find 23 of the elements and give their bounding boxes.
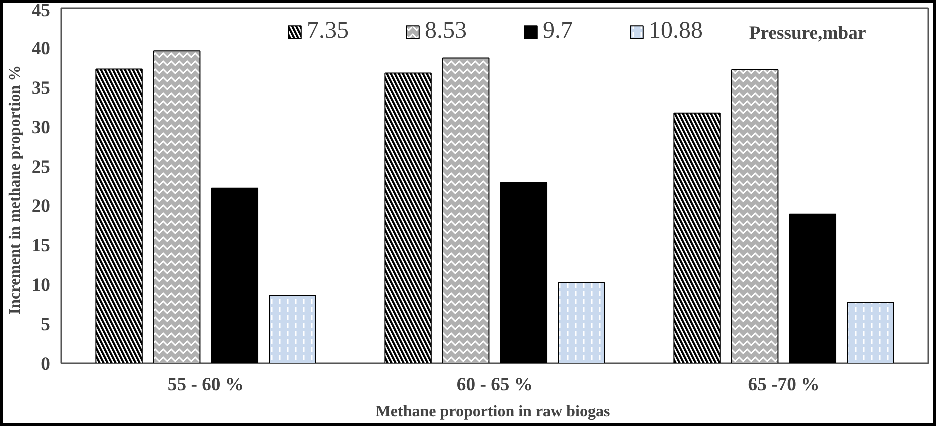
y-tick-label: 20 <box>32 196 50 218</box>
legend-label: 8.53 <box>425 18 467 45</box>
y-tick-label: 25 <box>32 156 50 178</box>
bar <box>789 214 837 364</box>
legend-label: 9.7 <box>543 18 573 45</box>
y-tick-label: 15 <box>32 236 50 257</box>
y-tick-label: 0 <box>41 354 50 375</box>
bar <box>211 188 259 364</box>
x-tick-label: 65 -70 % <box>748 374 820 396</box>
y-tick-label: 40 <box>32 38 50 60</box>
legend-label: 7.35 <box>307 18 349 45</box>
legend-label: 10.88 <box>649 18 703 45</box>
bar <box>500 182 548 364</box>
y-tick-label: 30 <box>32 117 50 138</box>
y-tick-label: 45 <box>32 0 50 22</box>
y-tick-label: 10 <box>32 275 50 296</box>
x-tick-label: 55 - 60 % <box>168 374 244 396</box>
x-axis-title: Methane proportion in raw biogas <box>376 404 610 420</box>
y-tick-label: 35 <box>32 78 50 99</box>
legend-title: Pressure,mbar <box>749 23 866 44</box>
y-axis-title: Increment in methane proportion % <box>6 65 24 315</box>
y-tick-label: 5 <box>41 314 50 336</box>
x-tick-label: 60 - 65 % <box>456 374 534 396</box>
